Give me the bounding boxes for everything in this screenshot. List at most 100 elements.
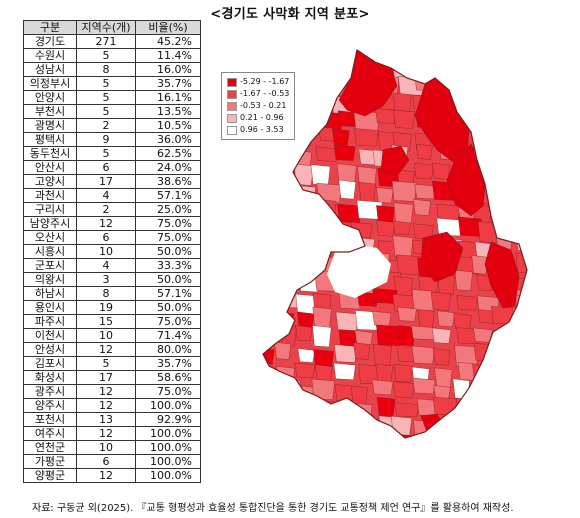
cell-ratio: 50.0% — [135, 272, 201, 287]
legend-label: 0.96 - 3.53 — [240, 125, 284, 134]
table-row: 연천군 10 100.0% — [23, 440, 201, 455]
region-yangpyeong-east — [484, 241, 520, 309]
map-subregion — [454, 54, 474, 73]
cell-count: 6 — [76, 230, 136, 245]
cell-ratio: 62.5% — [135, 146, 201, 161]
gyeonggi-choropleth-map — [262, 49, 528, 440]
cell-region: 의정부시 — [23, 76, 77, 91]
map-subregion — [312, 50, 331, 61]
map-subregion — [312, 93, 335, 111]
table-row: 부천시 5 13.5% — [23, 104, 201, 119]
map-subregion — [493, 180, 511, 197]
cell-ratio: 100.0% — [135, 426, 201, 441]
cell-count: 10 — [76, 244, 136, 259]
map-subregion — [411, 289, 437, 312]
map-subregion — [430, 291, 451, 311]
table-row: 오산시 6 75.0% — [23, 230, 201, 245]
cell-ratio: 35.7% — [135, 356, 201, 371]
cell-region: 오산시 — [23, 230, 77, 245]
map-subregion — [473, 92, 492, 115]
map-subregion — [393, 364, 413, 383]
map-subregion — [263, 167, 282, 190]
cell-count: 2 — [76, 118, 136, 133]
map-subregion — [413, 438, 431, 440]
header-ratio: 비율(%) — [135, 20, 201, 35]
map-subregion — [275, 400, 301, 422]
map-subregion — [496, 327, 516, 342]
map-subregion — [291, 401, 318, 423]
table-row: 포천시 13 92.9% — [23, 412, 201, 427]
map-subregion — [294, 198, 317, 219]
cell-region: 안양시 — [23, 90, 77, 105]
map-subregion — [372, 310, 392, 327]
cell-ratio: 16.1% — [135, 90, 201, 105]
cell-ratio: 50.0% — [135, 244, 201, 259]
cell-region: 평택시 — [23, 132, 77, 147]
map-subregion — [512, 307, 527, 325]
map-subregion — [336, 401, 357, 417]
map-subregion — [392, 220, 411, 236]
cell-ratio: 24.0% — [135, 160, 201, 175]
map-subregion — [359, 439, 379, 440]
map-subregion — [432, 162, 451, 180]
cell-count: 5 — [76, 104, 136, 119]
table-row: 김포시 5 35.7% — [23, 356, 201, 371]
map-subregion — [311, 378, 335, 400]
table-row: 시흥시 10 50.0% — [23, 244, 201, 259]
map-subregion — [314, 364, 333, 382]
map-subregion — [352, 402, 373, 423]
map-subregion — [377, 432, 394, 438]
map-subregion — [263, 183, 270, 200]
cell-count: 6 — [76, 454, 136, 469]
legend-item: -0.53 - 0.21 — [227, 100, 289, 112]
cell-count: 5 — [76, 146, 136, 161]
cell-region: 군포시 — [23, 258, 77, 273]
map-subregion — [318, 199, 337, 218]
cell-count: 4 — [76, 258, 136, 273]
cell-count: 5 — [76, 48, 136, 63]
map-subregion — [273, 257, 291, 279]
cell-ratio: 92.9% — [135, 412, 201, 427]
map-subregion — [478, 77, 497, 97]
seoul-area — [327, 244, 391, 298]
cell-count: 8 — [76, 286, 136, 301]
cell-ratio: 100.0% — [135, 440, 201, 455]
cell-region: 광주시 — [23, 384, 77, 399]
map-subregion — [273, 151, 298, 173]
map-subregion — [514, 72, 527, 88]
map-subregion — [497, 380, 519, 400]
cell-count: 12 — [76, 398, 136, 413]
map-subregion — [331, 128, 350, 146]
cell-ratio: 13.5% — [135, 104, 201, 119]
map-subregion — [293, 419, 318, 438]
map-subregion — [263, 418, 283, 434]
map-subregion — [392, 235, 414, 258]
map-subregion — [476, 417, 501, 433]
map-subregion — [498, 50, 520, 57]
cell-count: 2 — [76, 202, 136, 217]
map-subregion — [412, 377, 436, 395]
cell-region: 남양주시 — [23, 216, 77, 231]
cell-ratio: 100.0% — [135, 454, 201, 469]
map-subregion — [350, 385, 368, 407]
cell-region: 이천시 — [23, 328, 77, 343]
map-subregion — [513, 112, 527, 133]
map-subregion — [271, 205, 290, 227]
cell-ratio: 100.0% — [135, 398, 201, 413]
map-subregion — [456, 295, 478, 311]
cell-count: 9 — [76, 132, 136, 147]
map-subregion — [310, 164, 331, 186]
map-subregion — [516, 344, 527, 364]
map-subregion — [493, 346, 511, 364]
map-subregion — [453, 313, 472, 330]
map-subregion — [514, 166, 527, 189]
map-subregion — [312, 306, 332, 330]
map-subregion — [313, 223, 338, 239]
map-subregion — [457, 416, 476, 438]
map-subregion — [491, 400, 514, 415]
map-subregion — [474, 144, 497, 165]
map-subregion — [473, 125, 494, 146]
region-stats-table: 구분 지역수(개) 비율(%) 경기도 271 45.2% 수원시 5 11.4% 성남시 8… — [23, 20, 201, 483]
map-subregion — [371, 379, 394, 396]
cell-region: 김포시 — [23, 356, 77, 371]
